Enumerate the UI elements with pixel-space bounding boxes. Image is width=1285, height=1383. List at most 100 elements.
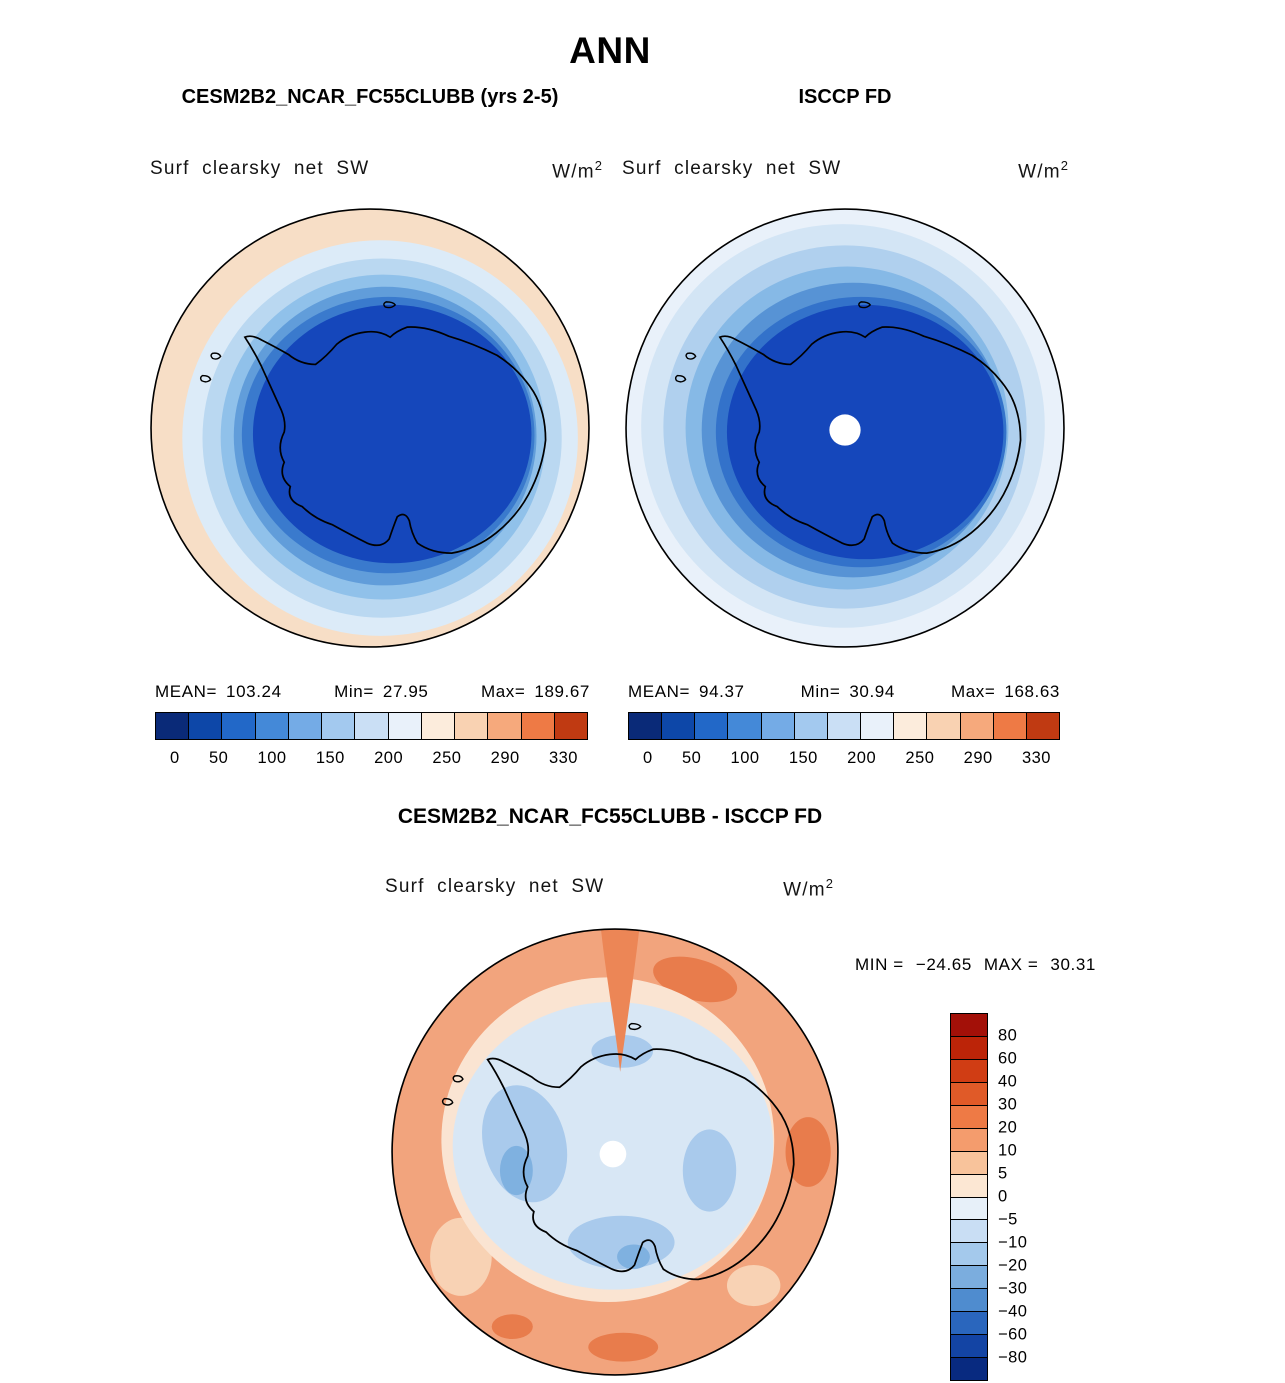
colorbar-cell <box>662 713 696 739</box>
colorbar-diff <box>950 1013 988 1381</box>
contour-patch-orange <box>785 1117 831 1187</box>
colorbar-cell <box>960 713 994 739</box>
colorbar-cell <box>421 713 456 739</box>
colorbar-ticks-model: 0 50 100 150 200 250 290 330 <box>170 749 578 768</box>
colorbar-cell <box>288 713 323 739</box>
min-label: Min= <box>800 682 841 701</box>
contour-band-dark-blue-continent <box>252 304 532 564</box>
units-exponent: 2 <box>594 158 602 173</box>
units-base: W/m <box>1018 161 1061 183</box>
panel-header-obs: ISCCP FD <box>798 86 892 108</box>
colorbar-cell <box>861 713 895 739</box>
colorbar-cell <box>951 1128 987 1152</box>
colorbar-cell <box>1026 713 1060 739</box>
colorbar-tick-label: 0 <box>998 1187 1008 1206</box>
colorbar-tick-label: 330 <box>1021 749 1051 767</box>
colorbar-tick-label: 150 <box>315 749 345 767</box>
min-label: MIN = <box>855 955 904 974</box>
colorbar-tick-label: 10 <box>998 1141 1018 1160</box>
min-value: 30.94 <box>849 682 895 701</box>
colorbar-cell <box>695 713 729 739</box>
colorbar-tick-label: 0 <box>643 749 653 767</box>
field-row-diff: Surf clearsky net SW W/m2 <box>385 876 833 901</box>
colorbar-tick-label: 40 <box>998 1072 1018 1091</box>
stat-max: Max= 168.63 <box>951 682 1060 702</box>
colorbar-cell <box>951 1312 987 1336</box>
stat-mean: MEAN= 103.24 <box>155 682 282 702</box>
colorbar-cell <box>455 713 489 739</box>
contour-streak-orange <box>600 929 640 1072</box>
contour-patch-strong-blue <box>499 1145 533 1196</box>
mean-label: MEAN= <box>628 682 691 701</box>
colorbar-tick-label: −40 <box>998 1302 1028 1321</box>
colorbar-tick-label: 250 <box>905 749 935 767</box>
contour-patch-light-peach <box>726 1265 781 1307</box>
colorbar-cell <box>322 713 356 739</box>
colorbar-cell <box>521 713 555 739</box>
colorbar-cell <box>951 1335 987 1359</box>
max-value: 168.63 <box>1004 682 1060 701</box>
colorbar-cell <box>927 713 961 739</box>
colorbar-cell <box>156 713 190 739</box>
colorbar-cell <box>951 1014 987 1037</box>
stat-min: Min= 30.94 <box>801 682 895 702</box>
colorbar-cell <box>993 713 1027 739</box>
map-border-circle <box>391 928 839 1376</box>
colorbar-tick-label: 0 <box>170 749 180 767</box>
colorbar-cell <box>951 1059 987 1083</box>
colorbar-tick-label: 200 <box>847 749 877 767</box>
stat-mean: MEAN= 94.37 <box>628 682 745 702</box>
stats-obs: MEAN= 94.37 Min= 30.94 Max= 168.63 <box>628 682 1060 702</box>
stat-max: Max= 189.67 <box>481 682 590 702</box>
colorbar-tick-label: −30 <box>998 1279 1028 1298</box>
min-value: 27.95 <box>382 682 429 701</box>
colorbar-model <box>155 712 588 740</box>
colorbar-cell <box>794 713 828 739</box>
colorbar-cell <box>761 713 795 739</box>
colorbar-tick-label: 5 <box>998 1164 1008 1183</box>
field-row-obs: Surf clearsky net SW W/m2 <box>622 158 1068 183</box>
colorbar-tick-label: 100 <box>730 749 760 767</box>
colorbar-cell <box>951 1358 987 1380</box>
colorbar-cell <box>388 713 422 739</box>
colorbar-tick-label: 80 <box>998 1026 1018 1045</box>
colorbar-cell <box>255 713 289 739</box>
panel-header-model: CESM2B2_NCAR_FC55CLUBB (yrs 2-5) <box>181 86 559 108</box>
contour-patch-orange <box>653 956 738 1003</box>
colorbar-cell <box>222 713 256 739</box>
map-diff <box>391 928 839 1376</box>
units-label-obs: W/m2 <box>1018 158 1068 183</box>
colorbar-tick-label: 100 <box>257 749 287 767</box>
units-label-model: W/m2 <box>552 158 602 183</box>
colorbar-tick-label: −20 <box>998 1256 1028 1275</box>
contour-patch-mid-blue <box>682 1129 737 1212</box>
colorbar-ticks-diff: 80 60 40 30 20 10 5 0 −5 −10 −20 −30 −40 −60 −80 <box>998 1013 1068 1381</box>
colorbar-tick-label: 50 <box>208 749 229 767</box>
colorbar-cell <box>189 713 223 739</box>
max-value: 30.31 <box>1050 955 1096 974</box>
map-border-circle <box>625 208 1065 648</box>
max-label: Max= <box>950 682 996 701</box>
map-obs <box>625 208 1065 648</box>
field-label-obs: Surf clearsky net SW <box>622 158 842 179</box>
colorbar-tick-label: 290 <box>963 749 993 767</box>
units-base: W/m <box>783 879 826 901</box>
colorbar-cell <box>951 1289 987 1313</box>
colorbar-tick-label: 50 <box>681 749 702 767</box>
panel-header-diff: CESM2B2_NCAR_FC55CLUBB - ISCCP FD <box>397 805 823 828</box>
colorbar-cell <box>951 1082 987 1106</box>
max-label: Max= <box>480 682 526 701</box>
colorbar-tick-label: −5 <box>998 1210 1018 1229</box>
colorbar-tick-label: 330 <box>548 749 578 767</box>
units-exponent: 2 <box>1060 158 1068 173</box>
mean-value: 103.24 <box>226 682 282 701</box>
max-value: 189.67 <box>534 682 590 701</box>
pole-missing-data-hole <box>599 1140 627 1168</box>
colorbar-cell <box>951 1243 987 1267</box>
colorbar-tick-label: 60 <box>998 1049 1018 1068</box>
colorbar-tick-label: 250 <box>432 749 462 767</box>
colorbar-cell <box>951 1036 987 1060</box>
colorbar-tick-label: 200 <box>374 749 404 767</box>
colorbar-cell <box>951 1220 987 1244</box>
max-label: MAX = <box>983 955 1039 974</box>
